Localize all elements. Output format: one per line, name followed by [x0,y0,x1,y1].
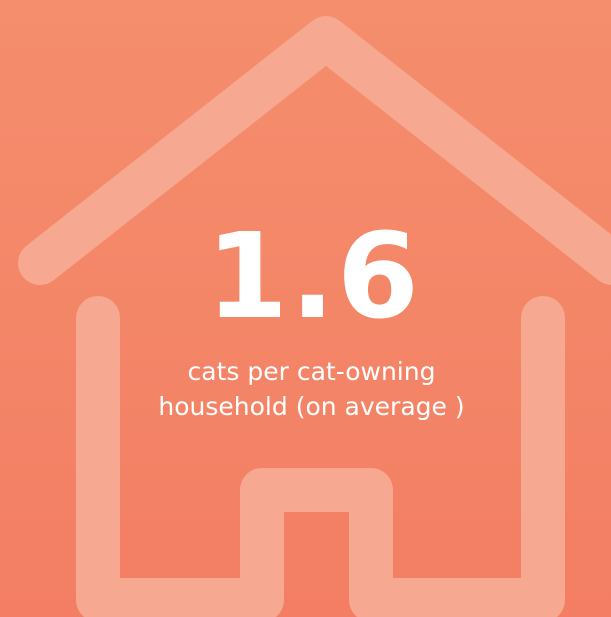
stat-caption-line-1: cats per cat-owning [187,357,436,386]
stat-value: 1.6 [205,207,422,345]
stat-block: 1.6 cats per cat-owning household (on av… [0,212,611,424]
house-walls [76,296,565,617]
stat-caption-line-2: household (on average ) [158,392,465,421]
house-roof [18,16,611,285]
